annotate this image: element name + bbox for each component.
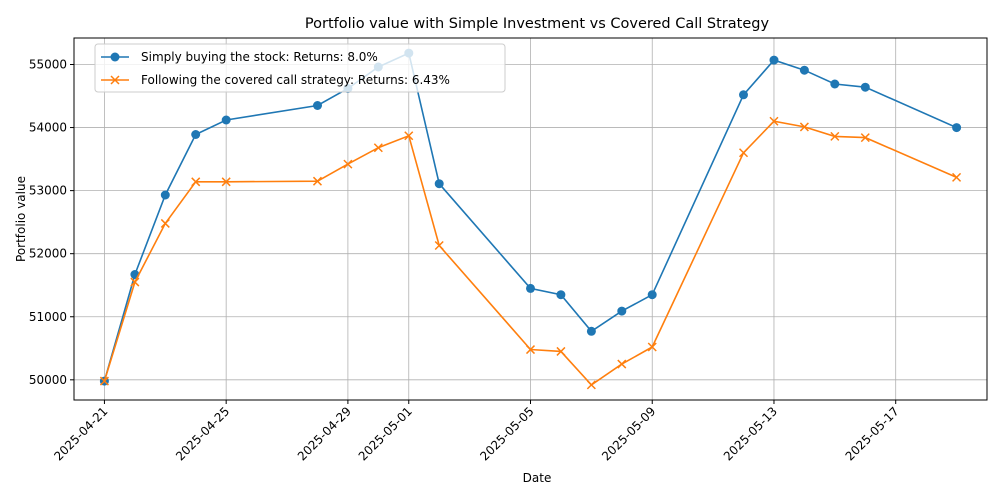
legend-box — [94, 43, 506, 93]
data-point — [860, 133, 870, 143]
data-point — [434, 179, 444, 189]
y-tick-label: 54000 — [29, 121, 67, 135]
data-point — [434, 240, 444, 251]
y-tick-label: 53000 — [29, 184, 67, 198]
data-point — [160, 218, 170, 228]
data-point — [860, 82, 870, 92]
y-tick-label: 52000 — [29, 247, 67, 261]
x-tick-label: 2025-04-21 — [51, 404, 110, 463]
legend-label-simple: Simply buying the stock: Returns: 8.0% — [141, 50, 378, 64]
legend: Simply buying the stock: Returns: 8.0% F… — [94, 43, 506, 93]
data-point — [739, 90, 748, 100]
x-tick-label: 2025-05-13 — [721, 404, 780, 463]
data-point — [769, 55, 779, 65]
x-tick-label: 2025-05-05 — [477, 404, 536, 463]
y-tick-label: 51000 — [29, 310, 67, 324]
x-tick-label: 2025-05-09 — [599, 404, 658, 463]
data-point — [99, 376, 109, 386]
data-point — [191, 130, 201, 139]
data-point — [404, 131, 414, 141]
data-point — [525, 345, 536, 355]
legend-marker-covered — [110, 75, 120, 85]
data-point — [221, 177, 231, 187]
data-point — [739, 148, 749, 158]
y-axis-title: Portfolio value — [14, 176, 28, 262]
data-point — [556, 290, 566, 300]
chart-title: Portfolio value with Simple Investment v… — [305, 16, 770, 32]
x-tick-label: 2025-04-25 — [173, 404, 232, 463]
data-point — [799, 122, 809, 132]
x-tick-label: 2025-04-29 — [295, 404, 354, 463]
x-axis-title: Date — [523, 471, 552, 485]
data-point — [952, 172, 962, 182]
data-point — [647, 290, 657, 300]
legend-marker-simple — [110, 52, 120, 62]
data-point — [556, 346, 566, 356]
data-point — [617, 359, 627, 369]
data-point — [343, 159, 353, 169]
data-point — [221, 115, 231, 125]
data-point — [617, 306, 627, 316]
data-point — [160, 190, 170, 200]
legend-label-covered: Following the covered call strategy: Ret… — [141, 73, 450, 87]
x-tick-label: 2025-05-17 — [843, 404, 902, 463]
data-point — [312, 176, 322, 186]
y-tick-label: 50000 — [29, 373, 67, 387]
data-point — [769, 116, 779, 126]
data-point — [952, 123, 962, 133]
data-point — [830, 79, 840, 89]
data-point — [526, 283, 535, 293]
x-tick-label: 2025-05-01 — [356, 404, 415, 463]
data-point — [373, 143, 383, 153]
y-tick-label: 55000 — [29, 57, 67, 71]
data-point — [313, 101, 322, 110]
data-point — [799, 65, 809, 75]
data-point — [191, 177, 201, 187]
series-layer — [99, 48, 962, 390]
data-point — [586, 326, 596, 336]
data-point — [130, 277, 140, 287]
data-point — [647, 342, 657, 352]
data-point — [830, 131, 840, 141]
data-point — [586, 380, 596, 390]
